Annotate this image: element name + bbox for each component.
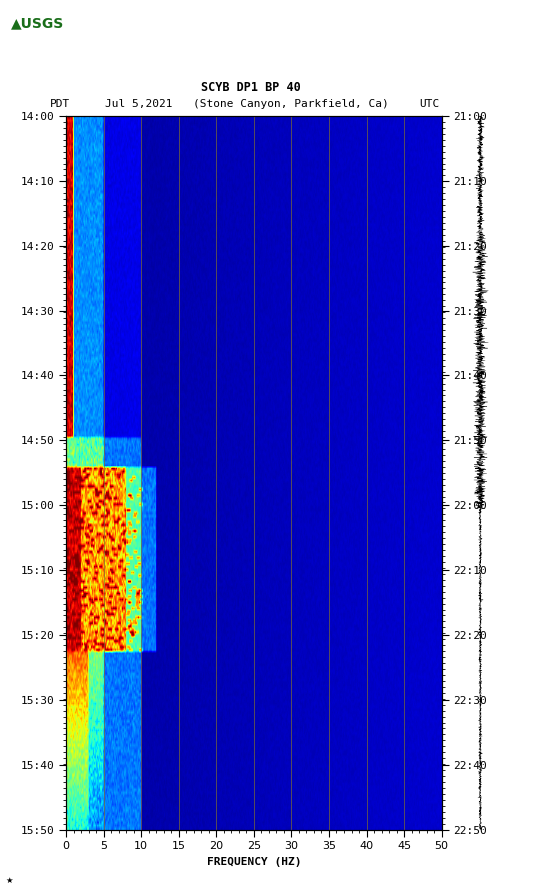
Text: SCYB DP1 BP 40: SCYB DP1 BP 40 [201, 80, 301, 94]
Text: ▲USGS: ▲USGS [11, 16, 64, 30]
Text: PDT: PDT [50, 99, 70, 109]
Text: (Stone Canyon, Parkfield, Ca): (Stone Canyon, Parkfield, Ca) [193, 99, 389, 109]
Text: ★: ★ [6, 876, 13, 885]
X-axis label: FREQUENCY (HZ): FREQUENCY (HZ) [206, 857, 301, 867]
Text: Jul 5,2021: Jul 5,2021 [105, 99, 172, 109]
Text: UTC: UTC [420, 99, 440, 109]
